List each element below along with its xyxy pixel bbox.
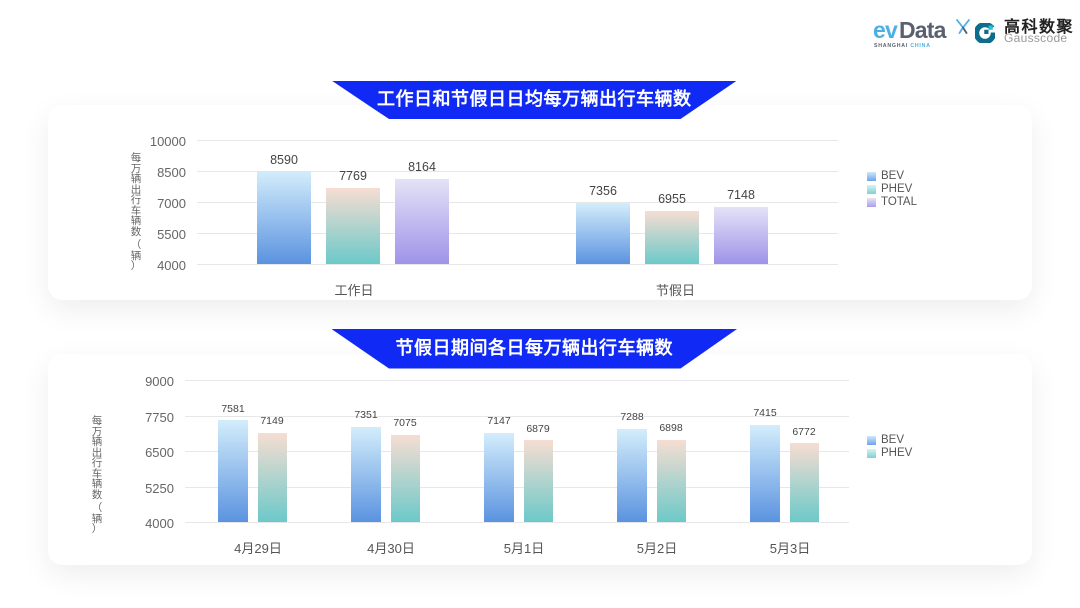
svg-text:ev: ev: [873, 17, 898, 43]
svg-text:SHANGHAI CHINA: SHANGHAI CHINA: [874, 43, 931, 48]
svg-text:Data: Data: [899, 17, 947, 43]
